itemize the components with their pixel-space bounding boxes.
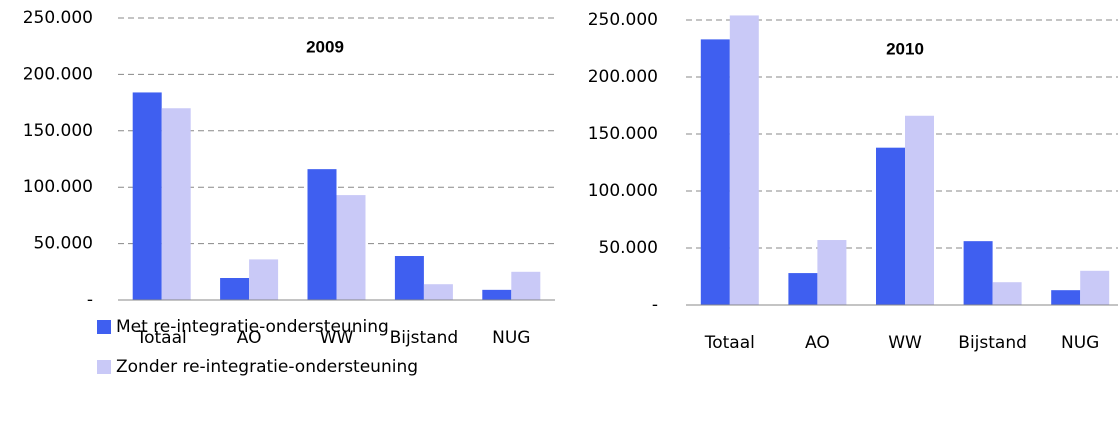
x-tick-label: WW [888,333,922,353]
legend-swatch [97,320,111,334]
bar [817,240,847,305]
x-tick-label: Bijstand [958,333,1027,353]
bar [876,147,905,305]
bar [423,284,453,300]
bar [1051,290,1081,305]
y-tick-label: 100.000 [23,177,93,197]
y-tick-label: 50.000 [34,234,93,254]
x-tick-label: Bijstand [390,328,459,348]
y-tick-label: 200.000 [588,67,658,87]
bar [394,256,424,300]
y-tick-label: 150.000 [588,124,658,144]
y-tick-label: 150.000 [23,121,93,141]
x-tick-label: NUG [1061,333,1099,353]
bar [482,289,512,300]
y-tick-label: 50.000 [599,238,658,258]
bar [992,282,1022,305]
y-tick-label: - [87,290,93,310]
y-tick-label: 250.000 [588,10,658,30]
bar [700,39,730,305]
x-tick-label: WW [320,328,354,348]
x-tick-label: Totaal [704,333,755,353]
bar [161,108,191,301]
bar [220,278,250,300]
y-tick-label: 250.000 [23,8,93,28]
bar [905,115,934,305]
bar [963,241,993,305]
x-tick-label: NUG [492,328,530,348]
bar [336,195,366,300]
y-tick-label: 100.000 [588,181,658,201]
chart-title: 2009 [306,37,344,56]
legend-swatch [97,360,111,374]
bar [132,92,162,300]
x-tick-label: AO [237,328,262,348]
bar [249,259,279,300]
chart-title: 2010 [886,39,924,58]
bar [307,169,337,300]
x-tick-label: Totaal [136,328,187,348]
bar [788,273,818,305]
legend-label: Met re-integratie-ondersteuning [116,317,389,337]
y-tick-label: - [652,295,658,315]
bar [511,271,541,300]
bar [1080,270,1110,305]
x-tick-label: AO [805,333,830,353]
legend-label: Zonder re-integratie-ondersteuning [116,357,418,377]
y-tick-label: 200.000 [23,64,93,84]
bar [729,15,759,305]
